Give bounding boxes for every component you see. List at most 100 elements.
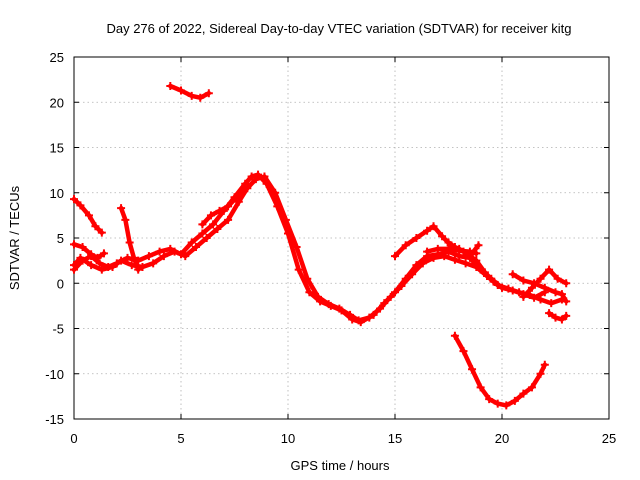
data-point xyxy=(84,211,93,220)
x-tick-label: 20 xyxy=(495,431,509,446)
y-tick-label: 20 xyxy=(50,95,64,110)
series-arc-4 xyxy=(70,240,108,262)
data-point xyxy=(474,241,483,250)
data-point xyxy=(476,383,485,392)
data-point xyxy=(557,290,566,299)
y-tick-label: -10 xyxy=(45,367,64,382)
data-point xyxy=(527,383,536,392)
data-point xyxy=(465,252,474,261)
data-point xyxy=(433,244,442,253)
data-point xyxy=(215,206,224,215)
data-point xyxy=(545,309,554,318)
series-arc-13 xyxy=(545,309,571,324)
data-point xyxy=(76,201,85,210)
data-point xyxy=(376,304,385,313)
series-arc-6 xyxy=(166,81,213,102)
data-point xyxy=(450,331,459,340)
data-point xyxy=(519,292,528,301)
data-point xyxy=(459,347,468,356)
data-point xyxy=(129,253,138,262)
data-point xyxy=(472,256,481,265)
data-point xyxy=(149,259,158,268)
data-point xyxy=(480,268,489,277)
data-point xyxy=(87,250,96,259)
x-tick-label: 5 xyxy=(177,431,184,446)
data-point xyxy=(260,172,269,181)
data-point xyxy=(519,276,528,285)
data-point xyxy=(121,215,130,224)
data-point xyxy=(247,172,256,181)
data-point xyxy=(117,204,126,213)
data-point xyxy=(444,238,453,247)
data-point xyxy=(241,184,250,193)
data-point xyxy=(76,253,85,262)
grid xyxy=(74,57,609,419)
data-point xyxy=(450,243,459,252)
data-point xyxy=(213,224,222,233)
series-arc-5 xyxy=(117,204,143,274)
data-point xyxy=(95,259,104,268)
data-point xyxy=(461,259,470,268)
data-point xyxy=(423,226,432,235)
data-point xyxy=(510,396,519,405)
data-point xyxy=(87,261,96,270)
x-axis-label: GPS time / hours xyxy=(291,458,390,473)
series-arc-3 xyxy=(70,195,106,237)
data-point xyxy=(305,288,314,297)
data-point xyxy=(70,240,78,249)
x-tick-label: 15 xyxy=(388,431,402,446)
data-point xyxy=(232,193,241,202)
data-point xyxy=(547,299,556,308)
data-point xyxy=(78,243,87,252)
data-point xyxy=(540,283,549,292)
data-point xyxy=(346,310,355,319)
y-tick-label: 15 xyxy=(50,141,64,156)
data-point xyxy=(498,283,506,292)
y-tick-label: 0 xyxy=(57,276,64,291)
data-point xyxy=(271,188,280,197)
data-point xyxy=(108,262,117,271)
data-point xyxy=(354,316,363,325)
data-point xyxy=(450,255,459,264)
data-point xyxy=(196,93,205,102)
x-tick-labels: 0 5 10 15 20 25 xyxy=(70,431,616,446)
data-point xyxy=(187,238,196,247)
y-tick-label: 25 xyxy=(50,50,64,65)
data-point xyxy=(209,220,218,229)
data-point xyxy=(224,215,233,224)
data-point xyxy=(198,229,207,238)
data-point xyxy=(485,395,494,404)
data-point xyxy=(117,256,126,265)
data-point xyxy=(401,241,410,250)
data-point xyxy=(125,238,134,247)
data-point xyxy=(97,265,106,274)
data-point xyxy=(70,195,78,204)
data-point xyxy=(493,399,502,408)
data-point xyxy=(281,215,290,224)
data-point xyxy=(515,288,524,297)
data-point xyxy=(177,86,185,95)
data-point xyxy=(204,89,213,98)
series-line xyxy=(452,333,548,408)
data-point xyxy=(429,222,438,231)
data-point xyxy=(397,281,406,290)
data-point xyxy=(324,300,333,309)
data-point xyxy=(170,247,179,256)
series-arc-10 xyxy=(444,238,483,261)
data-point xyxy=(519,389,528,398)
data-series xyxy=(70,81,571,410)
series-arc-14 xyxy=(450,331,549,410)
data-point xyxy=(134,265,143,274)
data-point xyxy=(557,315,566,324)
y-axis-label: SDTVAR / TECUs xyxy=(7,185,22,290)
axis-ticks xyxy=(73,56,610,420)
data-point xyxy=(408,270,417,279)
x-tick-label: 10 xyxy=(281,431,295,446)
y-tick-label: -15 xyxy=(45,412,64,427)
x-tick-label: 25 xyxy=(602,431,616,446)
data-point xyxy=(166,81,175,90)
y-tick-label: -5 xyxy=(52,322,64,337)
data-point xyxy=(251,175,260,184)
data-point xyxy=(553,274,562,283)
data-point xyxy=(294,265,303,274)
